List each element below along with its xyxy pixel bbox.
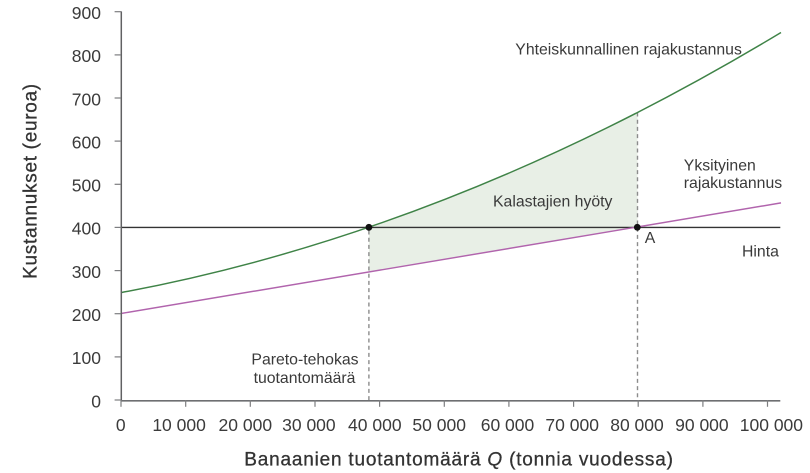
svg-text:40 000: 40 000 <box>348 415 402 435</box>
svg-text:Kalastajien hyöty: Kalastajien hyöty <box>493 194 613 211</box>
svg-text:Hinta: Hinta <box>742 244 779 261</box>
svg-text:300: 300 <box>72 262 101 282</box>
svg-text:0: 0 <box>91 391 101 411</box>
svg-text:30 000: 30 000 <box>282 415 336 435</box>
svg-text:700: 700 <box>72 89 101 109</box>
svg-text:600: 600 <box>72 132 101 152</box>
svg-text:rajakustannus: rajakustannus <box>684 175 782 192</box>
svg-text:Yksityinen: Yksityinen <box>684 158 756 175</box>
svg-text:70 000: 70 000 <box>545 415 599 435</box>
svg-text:900: 900 <box>72 3 101 23</box>
svg-text:60 000: 60 000 <box>481 415 535 435</box>
svg-text:80 000: 80 000 <box>610 415 664 435</box>
svg-text:50 000: 50 000 <box>412 415 466 435</box>
svg-text:400: 400 <box>72 219 101 239</box>
svg-text:10 000: 10 000 <box>152 415 206 435</box>
svg-text:tuotantomäärä: tuotantomäärä <box>254 370 356 387</box>
svg-text:800: 800 <box>72 46 101 66</box>
svg-text:A: A <box>645 230 656 247</box>
svg-text:0: 0 <box>116 415 126 435</box>
svg-text:Banaanien tuotantomäärä Q (ton: Banaanien tuotantomäärä Q (tonnia vuodes… <box>244 449 673 470</box>
svg-text:500: 500 <box>72 176 101 196</box>
svg-text:Kustannukset (euroa): Kustannukset (euroa) <box>21 83 42 279</box>
svg-text:100: 100 <box>72 348 101 368</box>
svg-text:90 000: 90 000 <box>675 415 729 435</box>
svg-text:200: 200 <box>72 305 101 325</box>
svg-text:Yhteiskunnallinen rajakustannu: Yhteiskunnallinen rajakustannus <box>515 41 742 58</box>
svg-text:20 000: 20 000 <box>219 415 273 435</box>
svg-text:100 000: 100 000 <box>740 415 804 435</box>
svg-text:Pareto-tehokas: Pareto-tehokas <box>251 351 358 368</box>
